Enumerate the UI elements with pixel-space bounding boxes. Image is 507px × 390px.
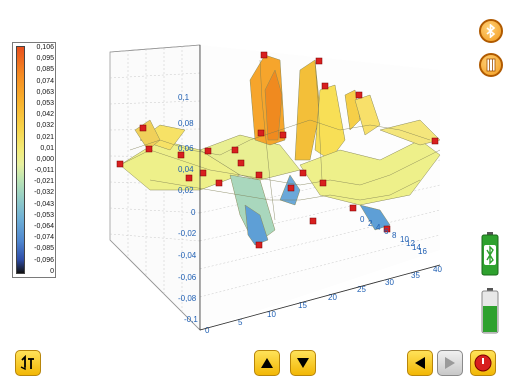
- legend-label: 0,000: [36, 155, 54, 163]
- up-button[interactable]: [254, 350, 280, 376]
- y-axis: 0 2 4 6 8 10 12 14 16: [360, 215, 427, 256]
- z-tick: 0,08: [178, 119, 194, 128]
- x-tick: 30: [385, 278, 394, 287]
- down-arrow-icon: [297, 358, 309, 368]
- legend-label: -0,043: [34, 200, 54, 208]
- x-axis: 0 5 10 15 20 25 30 35 40: [205, 265, 442, 335]
- legend-label: -0,021: [34, 178, 54, 186]
- x-tick: 15: [298, 301, 307, 310]
- next-button[interactable]: [437, 350, 463, 376]
- data-markers: [116, 51, 439, 249]
- legend-label: 0,074: [36, 77, 54, 85]
- legend-label: 0,053: [36, 99, 54, 107]
- legend-label: -0,085: [34, 245, 54, 253]
- previous-button[interactable]: [407, 350, 433, 376]
- battery-bluetooth-icon: [481, 232, 499, 276]
- battery-icon: [481, 288, 499, 334]
- y-tick: 10: [400, 235, 409, 244]
- legend-labels: 0,106 0,095 0,085 0,074 0,063 0,053 0,04…: [28, 44, 54, 276]
- axis-lines: [199, 45, 441, 331]
- bluetooth-button[interactable]: [479, 19, 503, 43]
- x-tick: 5: [238, 318, 243, 327]
- legend-label: -0,053: [34, 211, 54, 219]
- color-legend: 0,106 0,095 0,085 0,074 0,063 0,053 0,04…: [12, 42, 56, 278]
- z-tick: -0,08: [178, 294, 197, 303]
- y-tick: 4: [376, 223, 381, 232]
- y-tick: 6: [384, 227, 389, 236]
- x-tick: 10: [267, 310, 276, 319]
- surface-wire: [119, 59, 441, 221]
- y-tick: 16: [418, 247, 427, 256]
- transfer-button[interactable]: [15, 350, 41, 376]
- legend-label: -0,074: [34, 234, 54, 242]
- down-button[interactable]: [290, 350, 316, 376]
- bluetooth-icon: [486, 24, 496, 38]
- z-tick: 0,1: [178, 93, 190, 102]
- x-tick: 40: [433, 265, 442, 274]
- z-tick: 0,02: [178, 186, 194, 195]
- legend-label: -0,064: [34, 223, 54, 230]
- legend-label: 0,106: [36, 44, 54, 51]
- legend-label: -0,011: [34, 167, 54, 175]
- legend-label: -0,096: [34, 256, 54, 264]
- grid-icon: [486, 58, 496, 72]
- x-tick: 0: [205, 326, 210, 335]
- legend-label: -0,032: [34, 189, 54, 197]
- left-arrow-icon: [415, 357, 425, 369]
- stop-button[interactable]: [470, 350, 496, 376]
- z-tick: -0,02: [178, 229, 197, 238]
- grid-view-button[interactable]: [479, 53, 503, 77]
- legend-label: 0,063: [36, 88, 54, 96]
- legend-label: 0,032: [36, 122, 54, 130]
- y-tick: 2: [368, 219, 373, 228]
- z-tick: -0,04: [178, 251, 197, 260]
- y-tick: 0: [360, 215, 365, 224]
- z-tick: -0,1: [184, 315, 198, 324]
- legend-label: 0: [50, 267, 54, 275]
- legend-label: 0,095: [36, 55, 54, 63]
- legend-label: 0,021: [36, 133, 54, 141]
- y-tick: 8: [392, 231, 397, 240]
- bluetooth-battery-indicator: [481, 232, 499, 276]
- z-tick: 0,06: [178, 144, 194, 153]
- right-arrow-icon: [445, 357, 455, 369]
- x-tick: 25: [357, 285, 366, 294]
- stop-icon: [474, 354, 492, 372]
- z-tick: 0,04: [178, 165, 194, 174]
- z-tick: -0,06: [178, 273, 197, 282]
- legend-label: 0,042: [36, 111, 54, 119]
- x-tick: 20: [328, 293, 337, 302]
- legend-label: 0,085: [36, 66, 54, 74]
- surface-mesh: [119, 54, 441, 246]
- z-axis: 0,1 0,08 0,06 0,04 0,02 0 -0,02 -0,04 -0…: [178, 93, 198, 324]
- battery-indicator: [481, 288, 499, 334]
- transfer-icon: [20, 355, 34, 371]
- color-scale-bar: [16, 46, 25, 274]
- x-tick: 35: [411, 271, 420, 280]
- z-tick: 0: [191, 208, 196, 217]
- y-tick: 12: [406, 239, 415, 248]
- y-tick: 14: [412, 243, 421, 252]
- legend-label: 0,01: [40, 144, 54, 152]
- up-arrow-icon: [261, 358, 273, 368]
